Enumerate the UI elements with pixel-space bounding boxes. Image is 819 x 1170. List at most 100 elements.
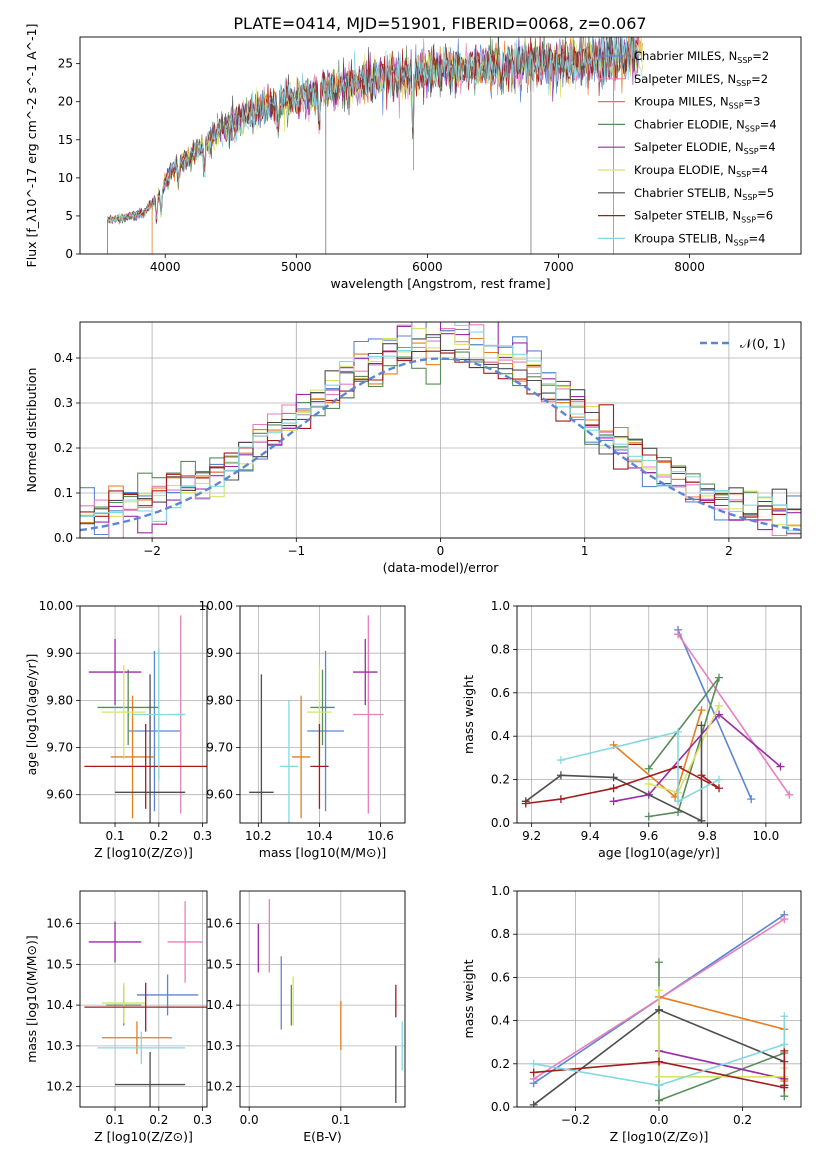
errorbar-chabrier-miles [136, 974, 199, 1016]
y-tick-label: 0.2 [491, 1057, 510, 1071]
weight-marker [715, 673, 724, 682]
y-axis-label: Flux [f_λ10^-17 erg cm^-2 s^-1 A^-1] [24, 24, 39, 268]
y-tick-label: 0.4 [491, 1014, 510, 1028]
y-tick-label: 9.70 [46, 741, 73, 755]
y-tick-label: 10 [58, 171, 73, 185]
y-axis-label: mass weight [461, 675, 476, 754]
errorbar-salpeter-stelib [310, 723, 329, 809]
y-tick-label: 10.4 [206, 998, 233, 1012]
weight-marker [715, 701, 724, 710]
weight-marker [655, 1081, 663, 1090]
legend-label-salpeter-stelib: Salpeter STELIB, NSSP=6 [634, 209, 773, 225]
weight-line [677, 633, 790, 796]
weight-marker [655, 986, 663, 995]
weight-marker [655, 1072, 663, 1081]
x-tick-label: 0.2 [149, 829, 168, 843]
x-tick-label: 2 [725, 544, 733, 558]
weight-line [560, 730, 720, 803]
errorbar-salpeter-stelib [84, 982, 207, 1032]
axes-frame [239, 605, 406, 824]
weight-line [533, 1050, 786, 1089]
y-tick-label: 10.5 [206, 957, 233, 971]
histogram-chabrier-stelib [80, 334, 801, 525]
mass_vs_ebv-grid [240, 891, 405, 1107]
histogram-salpeter-stelib [80, 350, 801, 518]
x-tick-label: 10.6 [367, 829, 394, 843]
spectrum-legend: Chabrier MILES, NSSP=2 Salpeter MILES, NS… [598, 49, 777, 247]
weight-marker [644, 812, 653, 821]
mass_vs_Z-grid [80, 891, 207, 1107]
weight-marker [655, 1005, 663, 1014]
axes-frame [516, 605, 802, 824]
x-tick-label: 9.8 [698, 829, 717, 843]
histogram-chabrier-elodie [80, 351, 801, 534]
errorbar-salpeter-miles [167, 901, 203, 983]
weight_vs_age-grid [517, 605, 801, 824]
errorbar-chabrier-stelib [115, 674, 186, 823]
axes-frame [79, 605, 208, 824]
x-axis-label: Z [log10(Z/Z⊙)] [94, 1129, 193, 1144]
x-axis-label: (data-model)/error [383, 560, 500, 575]
x-tick-label: 10.0 [753, 829, 780, 843]
weight-marker [697, 721, 706, 730]
age_vs_Z-plot-area [84, 615, 207, 823]
x-axis-label: E(B-V) [303, 1129, 342, 1144]
weight-series-salpeter-elodie [609, 710, 785, 806]
y-tick-label: 0.8 [491, 927, 510, 941]
weight-line [658, 996, 786, 1082]
y-tick-label: 10.4 [46, 998, 73, 1012]
weight-series-kroupa-stelib [556, 727, 724, 806]
weight-series-kroupa-miles [655, 992, 789, 1086]
errorbar-chabrier-miles [128, 650, 181, 812]
y-tick-label: 0.2 [491, 773, 510, 787]
weight-line [525, 725, 703, 823]
weight-marker [529, 1059, 538, 1068]
weight-series-chabrier-elodie [655, 958, 789, 1105]
x-axis-label: Z [log10(Z/Z⊙)] [94, 845, 193, 860]
weight-marker [655, 1057, 663, 1066]
weight-marker [529, 1068, 538, 1077]
weight-marker [780, 1083, 789, 1092]
weight-line [533, 1016, 786, 1087]
errorbar-salpeter-miles [353, 615, 384, 814]
mass_vs_Z-panel: 0.1 0.2 0.3 10.2 10.3 10.4 10.5 10.6 Z [log10(Z/… [24, 890, 212, 1144]
x-tick-label: 8000 [674, 260, 705, 274]
spectrum-panel: 4000 5000 6000 7000 8000 0 5 10 15 20 25 wavelength… [24, 24, 802, 291]
y-tick-label: 0.0 [491, 816, 510, 830]
y-tick-label: 20 [58, 95, 73, 109]
spectrum-line-salpeter-stelib [107, 37, 639, 224]
age_vs_mass-panel: 10.2 10.4 10.6 9.60 9.70 9.80 9.90 10.00 mass [l… [199, 599, 406, 860]
axes-frame [516, 890, 802, 1108]
weight-marker [609, 784, 618, 793]
axes-frame [79, 36, 802, 255]
weight-marker [674, 630, 683, 639]
errorbar-chabrier-stelib [249, 674, 274, 823]
x-tick-label: 0.2 [149, 1113, 168, 1127]
y-tick-label: 10.5 [46, 957, 73, 971]
weight-marker [644, 779, 653, 788]
y-tick-label: 0.1 [54, 486, 73, 500]
y-tick-label: 15 [58, 133, 73, 147]
x-tick-label: 9.6 [639, 829, 658, 843]
y-tick-label: 10.6 [46, 917, 73, 931]
weight-marker [556, 756, 565, 765]
y-tick-label: 0 [65, 247, 73, 261]
weight-marker [674, 797, 683, 806]
weight-marker [780, 1092, 789, 1101]
y-tick-label: 0.2 [54, 441, 73, 455]
weight-marker [556, 795, 565, 804]
errorbar-kroupa-miles [101, 1021, 172, 1055]
panels: 4000 5000 6000 7000 80000510152025wavelength… [24, 24, 802, 1144]
x-tick-label: 0.1 [105, 829, 124, 843]
x-tick-label: 10.2 [245, 829, 272, 843]
errorbar-salpeter-elodie [88, 921, 142, 963]
x-tick-label: −0.2 [561, 1113, 590, 1127]
errorbar-kroupa-miles [291, 695, 311, 819]
y-tick-label: 5 [65, 209, 73, 223]
y-tick-label: 9.60 [206, 788, 233, 802]
legend-label-salpeter-elodie: Salpeter ELODIE, NSSP=4 [634, 140, 776, 156]
y-tick-label: 1.0 [491, 884, 510, 898]
errorbar-kroupa-stelib [97, 1031, 186, 1065]
spectrum-plot-area [107, 37, 643, 254]
